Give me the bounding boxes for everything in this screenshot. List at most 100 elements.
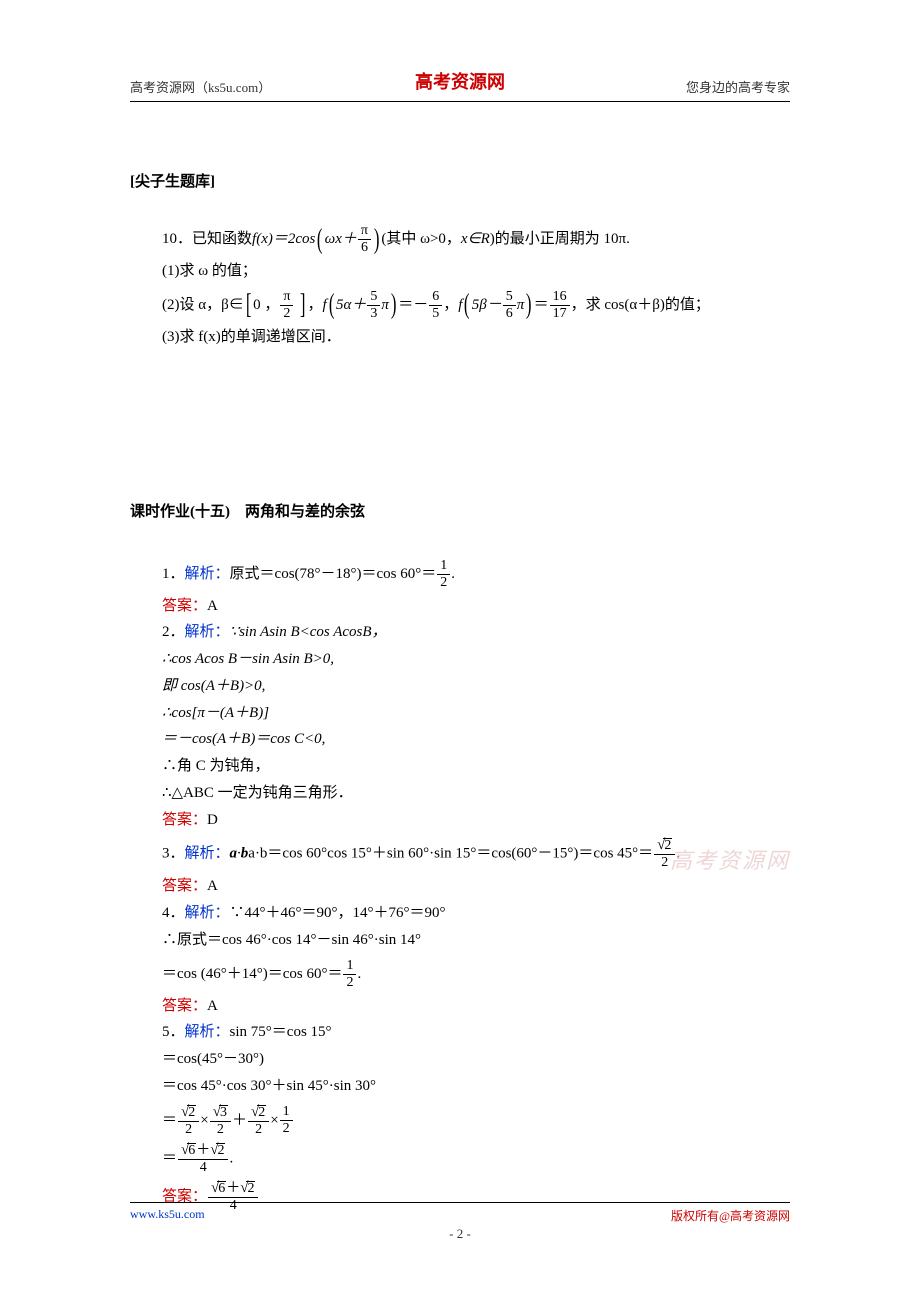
q2-l6: ∴角 C 为钝角， xyxy=(162,754,790,779)
text: ∵44°＋46°＝90°，14°＋76°＝90° xyxy=(230,905,446,921)
q5-l4: ＝22×32＋22×12 xyxy=(162,1105,790,1137)
page-footer: www.ks5u.com 版权所有@高考资源网 xyxy=(130,1202,790,1224)
text: sin 75°＝cos 15° xyxy=(230,1024,332,1040)
sqrt-icon: 2 xyxy=(251,1105,266,1120)
page-content: [尖子生题库] 10．已知函数f(x)＝2cos(ωx＋π6)(其中 ω>0，x… xyxy=(130,170,790,1217)
problem-10-line2: (1)求 ω 的值； xyxy=(162,259,790,284)
answer: A xyxy=(207,998,218,1014)
problem-10: 10．已知函数f(x)＝2cos(ωx＋π6)(其中 ω>0，x∈R)的最小正周… xyxy=(162,224,790,350)
lbracket-icon: [ xyxy=(246,298,252,312)
q1-daan: 答案：A xyxy=(162,594,790,619)
section-title-2: 课时作业(十五) 两角和与差的余弦 xyxy=(130,500,790,524)
daan-label: 答案： xyxy=(162,878,207,894)
problem-10-line1: 10．已知函数f(x)＝2cos(ωx＋π6)(其中 ω>0，x∈R)的最小正周… xyxy=(162,224,790,255)
fraction: π2 xyxy=(280,290,293,321)
sqrt-icon: 2 xyxy=(210,1143,225,1158)
section-title-1: [尖子生题库] xyxy=(130,170,790,194)
daan-label: 答案： xyxy=(162,598,207,614)
rbracket-icon: ] xyxy=(300,298,306,312)
eq: ＝－ xyxy=(398,297,428,313)
sqrt-icon: 2 xyxy=(240,1181,255,1196)
problem-10-line3: (2)设 α，β∈[0 ，π2 ]，f(5α＋53π)＝－65，f(5β－56π… xyxy=(162,290,790,321)
jiexi-label: 解析： xyxy=(185,905,230,921)
header-left: 高考资源网（ks5u.com） xyxy=(130,77,271,96)
jiexi-label: 解析： xyxy=(185,624,230,640)
text: x∈R xyxy=(461,231,490,247)
q2-l3: 即 cos(A＋B)>0, xyxy=(162,674,790,699)
answer: A xyxy=(207,878,218,894)
sqrt-icon: 6 xyxy=(211,1181,226,1196)
footer-copyright: 版权所有@高考资源网 xyxy=(671,1207,790,1224)
jiexi-label: 解析： xyxy=(185,565,230,581)
text: )的最小正周期为 10π. xyxy=(490,231,630,247)
text: (2)设 α，β∈ xyxy=(162,297,244,313)
daan-label: 答案： xyxy=(162,812,207,828)
fraction: 32 xyxy=(210,1105,231,1137)
plus: ＋ xyxy=(232,1112,247,1128)
text: ∵sin Asin B<cos AcosB， xyxy=(230,624,387,640)
sqrt-icon: 2 xyxy=(181,1105,196,1120)
answer: A xyxy=(207,598,218,614)
problem-number: 10． xyxy=(162,231,192,247)
text: (其中 ω>0， xyxy=(381,231,461,247)
text: π xyxy=(517,297,525,313)
text: 原式＝cos(78°－18°)＝cos 60°＝ xyxy=(230,565,437,581)
arg: 5α＋ xyxy=(336,297,366,313)
q4-l2: ∴原式＝cos 46°·cos 14°－sin 46°·sin 14° xyxy=(162,928,790,953)
fraction: 56 xyxy=(503,290,516,321)
text: ，求 cos(α＋β)的值； xyxy=(571,297,710,313)
watermark: 高考资源网 xyxy=(670,843,790,875)
rparen-icon: ) xyxy=(391,298,397,312)
eq: ＝ xyxy=(534,297,549,313)
jiexi-label: 解析： xyxy=(185,846,230,862)
q4-daan: 答案：A xyxy=(162,994,790,1019)
text: 0 ， xyxy=(253,297,279,313)
fraction: 12 xyxy=(343,959,356,990)
q2-jiexi-1: 2．解析：∵sin Asin B<cos AcosB， xyxy=(162,620,790,645)
page-header: 高考资源网（ks5u.com） 高考资源网 您身边的高考专家 xyxy=(130,72,790,102)
q4-l3: ＝cos (46°＋14°)＝cos 60°＝12. xyxy=(162,959,790,990)
page-number: - 2 - xyxy=(449,1226,471,1242)
times: × xyxy=(200,1112,208,1128)
arg: 5β－ xyxy=(472,297,502,313)
header-right: 您身边的高考专家 xyxy=(686,77,790,96)
eq: ＝ xyxy=(162,1150,177,1166)
q-number: 2． xyxy=(162,624,185,640)
fraction: 53 xyxy=(367,290,380,321)
q4-jiexi-1: 4．解析：∵44°＋46°＝90°，14°＋76°＝90° xyxy=(162,901,790,926)
solutions-block: 1．解析：原式＝cos(78°－18°)＝cos 60°＝12. 答案：A 2．… xyxy=(162,559,790,1213)
sqrt-icon: 6 xyxy=(181,1143,196,1158)
fraction: 12 xyxy=(280,1105,293,1136)
lparen-icon: ( xyxy=(317,233,323,247)
f-label: f xyxy=(458,297,462,313)
f-label: f xyxy=(323,297,327,313)
q2-daan: 答案：D xyxy=(162,808,790,833)
arg: ωx＋ xyxy=(325,231,357,247)
rparen-icon: ) xyxy=(526,298,532,312)
rparen-icon: ) xyxy=(374,233,380,247)
fraction: 12 xyxy=(437,559,450,590)
q2-l4: ∴cos[π－(A＋B)] xyxy=(162,701,790,726)
jiexi-label: 解析： xyxy=(185,1024,230,1040)
dot: . xyxy=(451,565,455,581)
dot: . xyxy=(357,965,361,981)
q5-jiexi-1: 5．解析：sin 75°＝cos 15° xyxy=(162,1020,790,1045)
dot: . xyxy=(229,1150,233,1166)
footer-url: www.ks5u.com xyxy=(130,1207,205,1224)
q3-daan: 答案：A xyxy=(162,874,790,899)
fx-expr: f(x)＝2cos xyxy=(252,231,315,247)
q5-l3: ＝cos 45°·cos 30°＋sin 45°·sin 30° xyxy=(162,1074,790,1099)
text: 已知函数 xyxy=(192,231,252,247)
q-number: 3． xyxy=(162,846,185,862)
daan-label: 答案： xyxy=(162,998,207,1014)
lparen-icon: ( xyxy=(464,298,470,312)
text: a·b xyxy=(230,846,249,862)
q5-l2: ＝cos(45°－30°) xyxy=(162,1047,790,1072)
q-number: 4． xyxy=(162,905,185,921)
q2-l7: ∴△ABC 一定为钝角三角形． xyxy=(162,781,790,806)
fraction: 6＋24 xyxy=(178,1143,228,1175)
q1-jiexi: 1．解析：原式＝cos(78°－18°)＝cos 60°＝12. xyxy=(162,559,790,590)
text: ， xyxy=(443,297,458,313)
header-center-logo: 高考资源网 xyxy=(415,68,505,94)
times: × xyxy=(270,1112,278,1128)
